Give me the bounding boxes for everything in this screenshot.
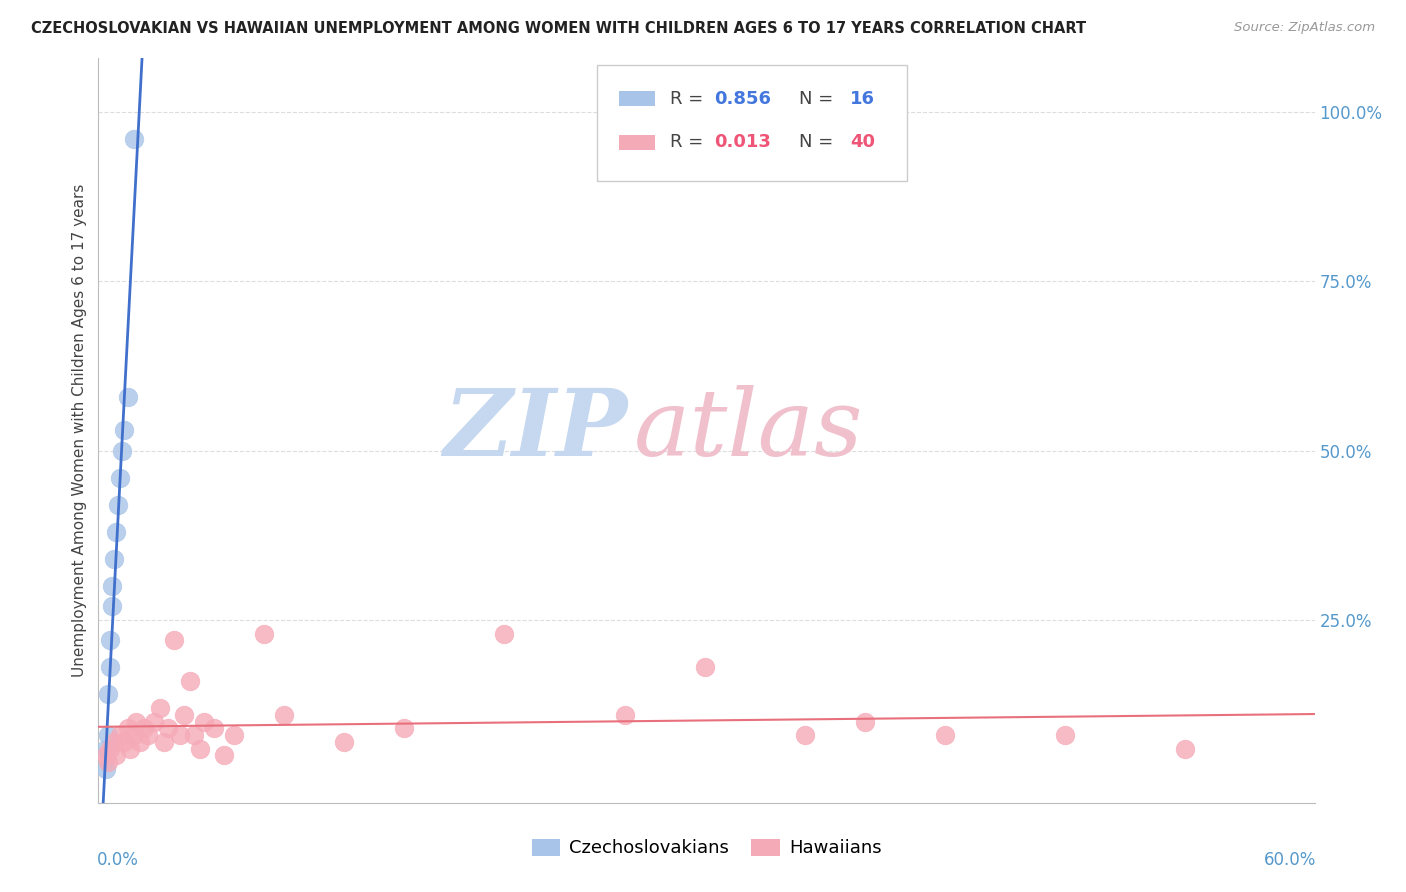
Point [97,755,120,769]
Point [96,762,118,776]
FancyBboxPatch shape [619,135,655,150]
Point [101,599,124,614]
Point [273,707,295,722]
Text: 40: 40 [851,133,875,151]
Point [97,688,120,702]
Point [157,721,180,735]
Point [103,552,125,566]
Point [110,471,132,485]
Point [179,673,201,688]
Point [613,707,636,722]
Point [100,660,122,674]
Point [163,633,186,648]
Text: ZIP: ZIP [443,385,627,475]
Legend: Czechoslovakians, Hawaiians: Czechoslovakians, Hawaiians [524,831,889,864]
Y-axis label: Unemployment Among Women with Children Ages 6 to 17 years: Unemployment Among Women with Children A… [72,184,87,677]
Point [100,633,122,648]
Point [143,714,166,729]
Text: 0.0%: 0.0% [97,851,139,869]
Point [111,443,134,458]
Point [253,626,276,640]
Point [124,132,146,146]
Point [105,748,128,763]
Text: R =: R = [671,90,709,108]
Point [129,735,152,749]
Point [97,728,120,742]
Text: atlas: atlas [634,385,863,475]
Text: R =: R = [671,133,709,151]
Text: Source: ZipAtlas.com: Source: ZipAtlas.com [1234,21,1375,34]
Point [110,728,132,742]
Point [1053,728,1076,742]
Point [224,728,246,742]
Point [214,748,236,763]
Point [169,728,191,742]
Point [107,498,129,512]
Point [853,714,876,729]
Point [153,735,176,749]
Point [793,728,815,742]
Point [693,660,716,674]
Point [117,390,139,404]
Point [173,707,195,722]
Point [204,721,226,735]
Point [96,741,118,756]
Point [105,524,128,539]
Text: N =: N = [799,90,839,108]
Point [190,741,212,756]
Point [96,748,118,763]
FancyBboxPatch shape [598,65,907,181]
Point [149,701,172,715]
Point [138,728,160,742]
Point [124,728,146,742]
Point [183,728,205,742]
Point [117,721,139,735]
Point [333,735,356,749]
Text: 0.013: 0.013 [714,133,770,151]
FancyBboxPatch shape [619,92,655,106]
Text: 60.0%: 60.0% [1264,851,1316,869]
Point [134,721,156,735]
Point [112,423,135,437]
Point [101,579,124,593]
Point [494,626,516,640]
Point [112,735,135,749]
Text: 16: 16 [851,90,875,108]
Point [1174,741,1197,756]
Point [125,714,148,729]
Point [934,728,956,742]
Text: 0.856: 0.856 [714,90,770,108]
Point [103,735,125,749]
Point [120,741,142,756]
Text: N =: N = [799,133,839,151]
Point [193,714,215,729]
Text: CZECHOSLOVAKIAN VS HAWAIIAN UNEMPLOYMENT AMONG WOMEN WITH CHILDREN AGES 6 TO 17 : CZECHOSLOVAKIAN VS HAWAIIAN UNEMPLOYMENT… [31,21,1085,36]
Point [100,741,122,756]
Point [394,721,416,735]
